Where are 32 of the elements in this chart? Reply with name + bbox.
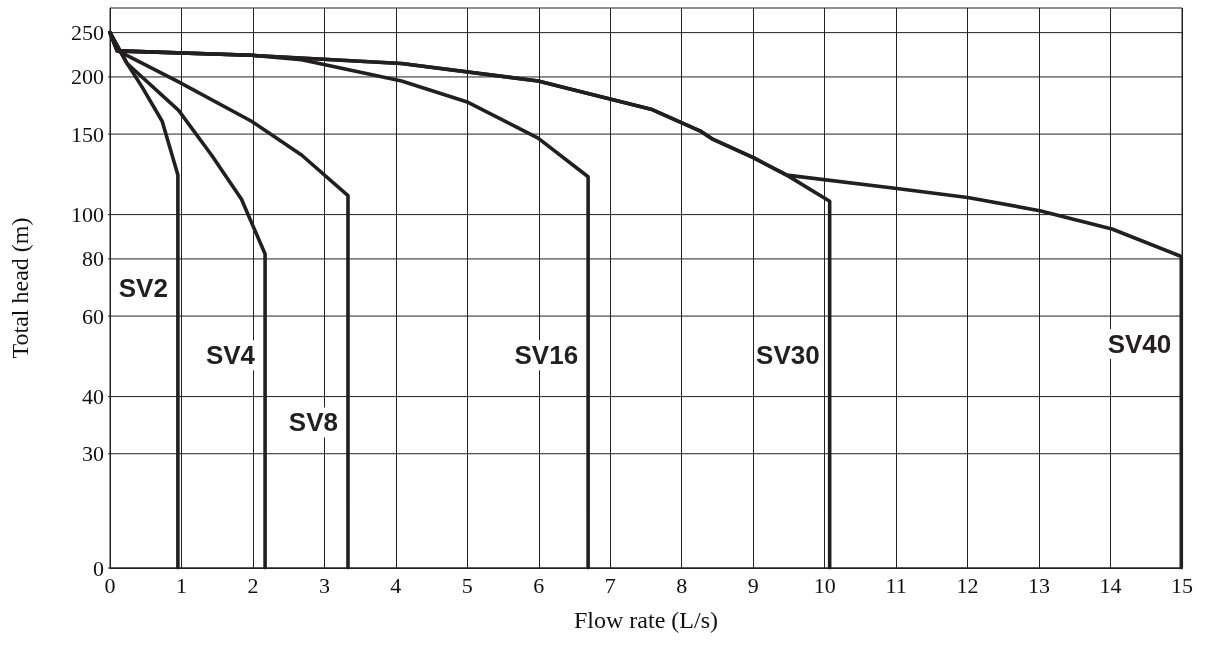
y-tick-label: 100: [71, 202, 104, 228]
x-tick-label: 12: [956, 572, 979, 598]
y-tick-label: 150: [71, 121, 104, 147]
series-label: SV8: [288, 407, 338, 438]
x-tick-label: 14: [1099, 572, 1122, 598]
y-axis-title: Total head (m): [7, 217, 33, 359]
series-label: SV30: [756, 340, 820, 371]
series-label: SV4: [205, 340, 256, 371]
y-tick-label: 0: [93, 555, 104, 581]
x-tick-label: 2: [247, 572, 259, 598]
x-tick-label: 3: [318, 572, 330, 598]
x-axis-title: Flow rate (L/s): [574, 607, 718, 633]
y-tick-label: 80: [82, 246, 104, 272]
y-tick-label: 200: [71, 64, 104, 90]
series-label: SV40: [1107, 329, 1172, 359]
x-tick-label: 4: [390, 572, 402, 598]
x-tick-label: 6: [533, 572, 545, 598]
series-label: SV2: [118, 273, 168, 303]
x-tick-label: 5: [461, 572, 473, 598]
x-tick-label: 10: [813, 572, 836, 598]
y-tick-label: 250: [71, 20, 104, 46]
x-tick-label: 15: [1171, 572, 1193, 598]
y-tick-label: 60: [82, 303, 104, 329]
x-tick-label: 8: [676, 572, 688, 598]
x-tick-label: 9: [747, 572, 759, 598]
x-tick-label: 7: [604, 572, 616, 598]
x-tick-label: 13: [1028, 572, 1051, 598]
x-tick-label: 1: [175, 572, 187, 598]
x-tick-label: 11: [885, 572, 907, 598]
y-tick-label: 30: [82, 441, 104, 467]
series-label: SV16: [514, 340, 579, 371]
y-tick-label: 40: [82, 384, 104, 410]
